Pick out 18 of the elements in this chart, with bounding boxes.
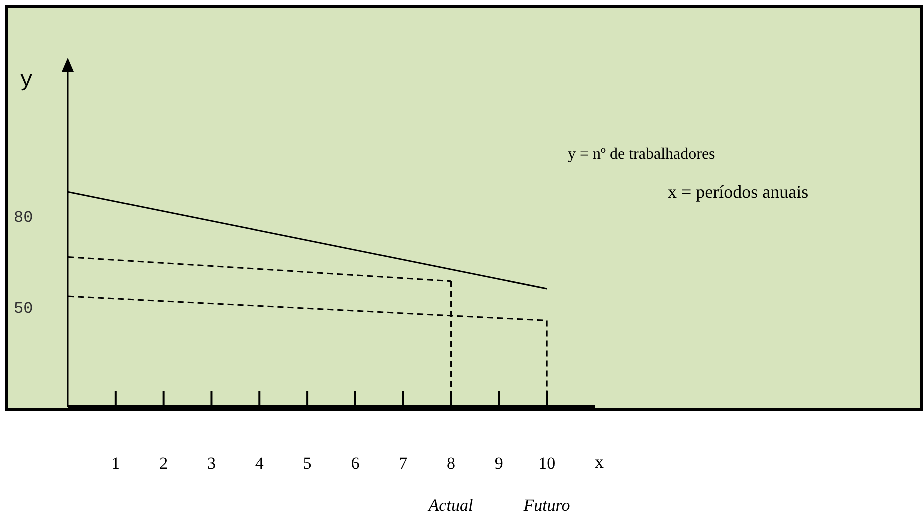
x-tick-label: 7 — [399, 454, 408, 474]
text: Futuro — [522, 496, 572, 516]
text: Actual — [426, 496, 474, 516]
x-axis-title: x — [595, 452, 604, 473]
x-tick-label: 2 — [160, 454, 168, 474]
x-tick-label: 3 — [207, 454, 216, 474]
x-tick-label: 10 — [538, 454, 556, 474]
y-tick-label: 50 — [14, 300, 34, 318]
x-tick-label: 1 — [112, 454, 120, 474]
x-tick-label: 5 — [303, 454, 312, 474]
x-tick-label: 4 — [255, 454, 264, 474]
y-axis-title: y — [20, 68, 34, 93]
y-tick-label: 80 — [14, 209, 34, 228]
text: x = períodos anuais — [668, 182, 809, 203]
x-tick-label: 8 — [447, 454, 456, 474]
annotation: y = nº de trabalhadores — [568, 146, 716, 164]
x-tick-label: 6 — [351, 454, 360, 474]
x-tick-label: 9 — [494, 454, 504, 474]
